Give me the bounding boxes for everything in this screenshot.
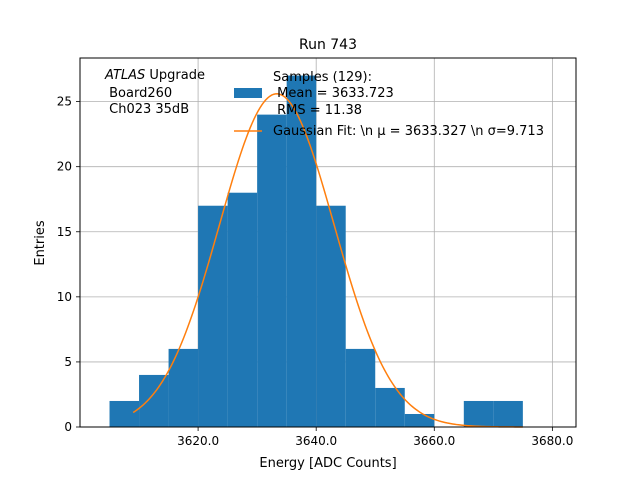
- plot-frame: [79, 57, 577, 428]
- y-tick-label: 0: [64, 420, 72, 434]
- x-tick-label: 3660.0: [413, 434, 455, 448]
- y-axis-ticks: 0 5 10 15 20 25: [57, 95, 80, 434]
- atlas-upgrade-label: Upgrade: [145, 68, 205, 83]
- histogram-bars: [109, 75, 523, 428]
- x-axis-label: Energy [ADC Counts]: [259, 456, 396, 471]
- annotation-board: Board260: [105, 86, 172, 101]
- legend-hist-line-1: Samples (129):: [273, 70, 372, 85]
- atlas-label: ATLAS: [104, 68, 145, 83]
- x-tick-label: 3680.0: [531, 434, 573, 448]
- legend-hist-swatch: [234, 88, 262, 98]
- y-tick-label: 25: [57, 95, 72, 109]
- legend: Samples (129): Mean = 3633.723 RMS = 11.…: [234, 70, 544, 139]
- histogram-bar: [198, 205, 228, 427]
- histogram-bar: [316, 205, 346, 427]
- gaussian-fit-line: [132, 93, 523, 428]
- histogram-bar: [227, 192, 258, 427]
- y-tick-label: 15: [57, 225, 72, 239]
- y-tick-label: 20: [57, 160, 72, 174]
- histogram-bar: [493, 400, 523, 427]
- histogram-bar: [286, 75, 317, 428]
- legend-fit-label: Gaussian Fit: \n μ = 3633.327 \n σ=9.713: [273, 124, 544, 139]
- y-tick-label: 10: [57, 290, 72, 304]
- legend-hist-line-2: Mean = 3633.723: [273, 86, 394, 101]
- histogram-bar: [345, 348, 376, 427]
- y-tick-label: 5: [64, 355, 72, 369]
- annotation-channel: Ch023 35dB: [105, 102, 189, 117]
- annotation-line-1: ATLAS Upgrade: [104, 68, 205, 83]
- chart-title: Run 743: [299, 37, 357, 53]
- x-tick-label: 3620.0: [177, 434, 219, 448]
- legend-hist-line-3: RMS = 11.38: [273, 103, 362, 118]
- y-axis-label: Entries: [33, 220, 48, 266]
- histogram-bar: [109, 400, 140, 427]
- histogram-bar: [463, 400, 494, 427]
- atlas-annotation: ATLAS Upgrade Board260 Ch023 35dB: [104, 68, 205, 117]
- histogram-bar: [257, 114, 287, 427]
- x-tick-label: 3640.0: [295, 434, 337, 448]
- histogram-bar: [404, 413, 435, 427]
- x-axis-ticks: 3620.0 3640.0 3660.0 3680.0: [177, 427, 573, 448]
- histogram-bar: [139, 374, 169, 427]
